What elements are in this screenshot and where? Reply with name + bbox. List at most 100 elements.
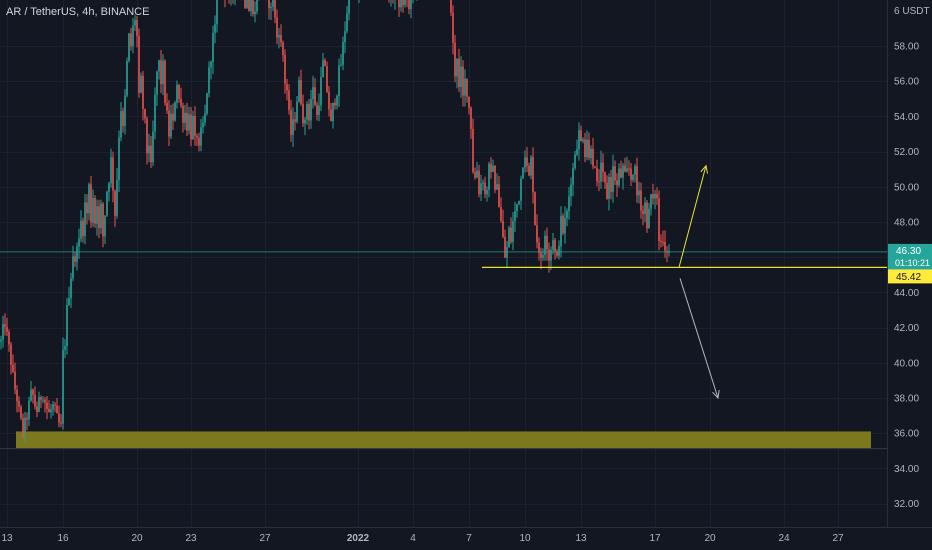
candle-bear: [300, 79, 302, 104]
candle-bear: [44, 399, 46, 403]
candle-bear: [532, 157, 534, 193]
candle-bull: [106, 191, 108, 216]
annotation-layer[interactable]: [0, 164, 887, 400]
candle-bull: [140, 75, 142, 93]
candle-bull: [568, 196, 570, 212]
candle-bull: [134, 20, 136, 26]
candle-bull: [590, 148, 592, 159]
candle-bull: [254, 11, 256, 15]
candle-bull: [212, 32, 214, 62]
candle-bull: [550, 249, 552, 261]
candle-bear: [408, 0, 410, 10]
candle-bull: [68, 298, 70, 305]
candle-bear: [498, 184, 500, 207]
candle-bear: [334, 102, 336, 106]
candle-bull: [464, 78, 466, 96]
candle-bear: [82, 220, 84, 236]
candle-bear: [268, 0, 270, 9]
candle-bear: [474, 172, 476, 178]
candle-bear: [46, 402, 48, 409]
arrow-up-shaft: [678, 165, 707, 268]
candle-bear: [642, 210, 644, 214]
candle-bull: [188, 114, 190, 131]
candle-bull: [210, 61, 212, 68]
candle-bear: [54, 404, 56, 406]
candle-bull: [184, 112, 186, 123]
candle-bull: [644, 202, 646, 214]
candle-bear: [658, 198, 660, 241]
candle-bear: [150, 145, 152, 163]
candle-bear: [8, 331, 10, 345]
candle-bear: [282, 42, 284, 56]
candle-bear: [290, 109, 292, 135]
candle-bull: [192, 116, 194, 140]
price-axis-top[interactable]: 6 USDT: [894, 6, 930, 17]
candle-bear: [628, 168, 630, 170]
candle-bear: [86, 202, 88, 214]
currency-label: USDT: [902, 6, 930, 17]
candle-bull: [618, 168, 620, 186]
candle-bull: [52, 404, 54, 410]
candle-bull: [292, 119, 294, 135]
candle-bear: [458, 58, 460, 87]
candle-bull: [200, 127, 202, 146]
candle-bull: [88, 184, 90, 214]
candle-bull: [476, 170, 478, 178]
candle-bull: [296, 101, 298, 122]
candle-bull: [158, 60, 160, 72]
candle-bull: [348, 0, 350, 14]
candle-bull: [272, 0, 274, 7]
candle-bull: [312, 87, 314, 100]
candle-bull: [336, 96, 338, 106]
candle-bull: [214, 24, 216, 33]
candle-bear: [302, 103, 304, 124]
candle-bear: [324, 60, 326, 67]
candles: [0, 0, 670, 442]
x-tick-label: 23: [185, 533, 197, 544]
candle-bear: [494, 165, 496, 190]
symbol-title[interactable]: AR / TetherUS, 4h, BINANCE: [6, 6, 150, 18]
candle-bear: [102, 203, 104, 237]
x-tick-label: 13: [1, 533, 13, 544]
candle-bear: [20, 406, 22, 419]
candle-bear: [624, 165, 626, 172]
candle-bull: [608, 177, 610, 199]
candle-bear: [166, 102, 168, 111]
candle-bull: [512, 221, 514, 242]
candle-bear: [198, 137, 200, 146]
arrow-down-head: [712, 390, 720, 400]
y-tick-label: 42.00: [894, 323, 919, 334]
candle-bull: [270, 6, 272, 9]
candle-bull: [92, 198, 94, 223]
candle-bull: [572, 168, 574, 185]
candle-bull: [634, 166, 636, 175]
candle-bull: [522, 167, 524, 179]
x-tick-label: 2022: [347, 533, 370, 544]
candle-bear: [252, 0, 254, 15]
candle-bull: [100, 203, 102, 228]
candle-bear: [144, 108, 146, 119]
candle-bear: [478, 170, 480, 195]
candle-bear: [584, 139, 586, 157]
candle-bear: [130, 33, 132, 47]
candle-bear: [112, 157, 114, 191]
x-tick-label: 17: [649, 533, 661, 544]
candle-bear: [468, 96, 470, 108]
candle-bull: [306, 104, 308, 120]
candle-bull: [216, 0, 218, 25]
candle-bear: [284, 55, 286, 84]
candle-bear: [604, 172, 606, 183]
candle-bear: [500, 206, 502, 221]
candle-bear: [90, 184, 92, 223]
candle-bull: [120, 111, 122, 138]
candle-bear: [286, 83, 288, 91]
time-axis[interactable]: 13 16 20 23 27 2022 4 7 10 13 17 20 24 27: [1, 533, 844, 544]
candle-bear: [244, 0, 246, 8]
candle-bull: [486, 189, 488, 195]
candle-bull: [632, 174, 634, 180]
candle-bear: [40, 397, 42, 400]
x-tick-label: 24: [778, 533, 790, 544]
candle-bear: [662, 241, 664, 243]
candle-bear: [402, 0, 404, 5]
